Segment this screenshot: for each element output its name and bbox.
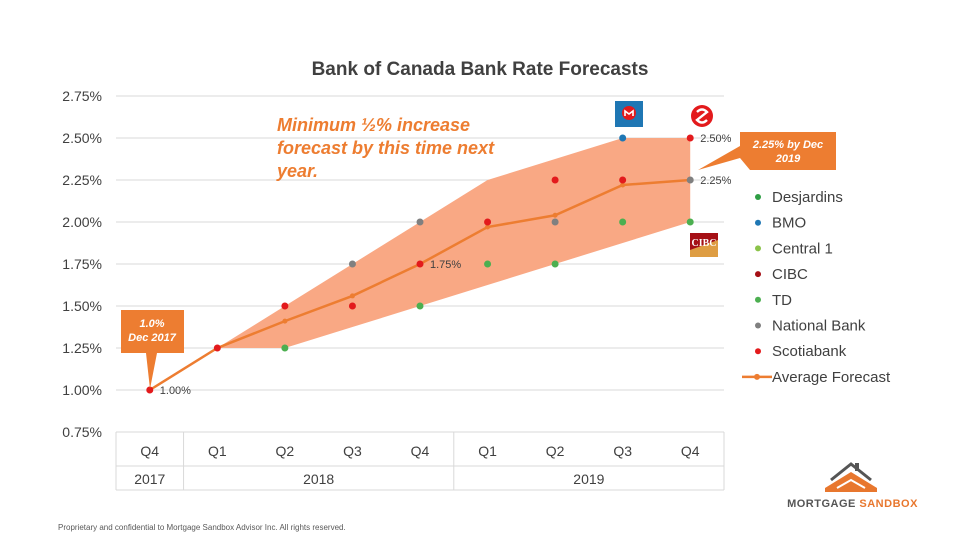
point-td [686,218,694,226]
x-tick-label: Q1 [478,443,497,459]
callout-dec-2019-line-1: 2.25% by Dec [752,139,823,151]
bank-forecast-points [146,134,694,394]
footer-disclaimer: Proprietary and confidential to Mortgage… [58,523,346,532]
legend-marker [755,271,761,278]
legend-label: Average Forecast [772,369,891,386]
brand-part-1: MORTGAGE [787,498,856,510]
data-label: 1.00% [160,385,191,397]
point-national-bank [348,260,356,268]
x-year-label: 2017 [134,471,165,487]
average-forecast-point [485,224,491,230]
y-axis: 0.75% 1.00% 1.25% 1.50% 1.75% 2.00% 2.25% 2.50%… [62,88,102,440]
point-scotiabank [686,134,694,142]
point-td [484,260,492,268]
legend-label: BMO [772,215,806,232]
callout-dec-2017-shape [121,310,184,389]
x-tick-label: Q4 [411,443,430,459]
annotation-line-1: Minimum ½% increase [277,115,470,135]
data-label: 2.50% [700,133,731,145]
legend-marker [755,348,761,355]
y-tick-label: 2.00% [62,214,102,230]
legend-label: Scotiabank [772,343,847,360]
y-tick-label: 0.75% [62,424,102,440]
y-tick-label: 2.75% [62,88,102,104]
callout-dec-2019-shape [698,132,836,170]
callout-dec-2017-line-2: Dec 2017 [128,332,177,344]
point-scotiabank [619,176,627,184]
x-tick-label: Q2 [546,443,565,459]
point-scotiabank [551,176,559,184]
annotation: Minimum ½% increase forecast by this tim… [276,115,495,181]
data-label: 2.25% [700,175,731,187]
mortgage-sandbox-logo: MORTGAGE SANDBOX [785,452,920,514]
data-labels: 1.00% 1.75% 2.50% 2.25% [160,133,732,397]
brand-name: MORTGAGE SANDBOX [785,498,920,510]
cibc-logo-text: CIBC [691,238,716,249]
x-tick-label: Q1 [208,443,227,459]
x-tick-label: Q3 [343,443,362,459]
point-national-bank [686,176,694,184]
point-national-bank [416,218,424,226]
y-tick-label: 1.75% [62,256,102,272]
legend-marker [755,194,761,200]
point-td [551,260,559,268]
cibc-logo: CIBC [690,233,718,257]
x-year-label: 2019 [573,471,604,487]
annotation-line-3: year. [276,161,318,181]
point-td [619,218,627,226]
legend-marker [755,219,761,226]
x-tick-label: Q3 [613,443,632,459]
point-scotiabank [213,344,221,352]
legend-label: National Bank [772,318,866,335]
callout-dec-2019-line-2: 2019 [775,153,801,165]
y-tick-label: 2.25% [62,172,102,188]
y-tick-label: 2.50% [62,130,102,146]
average-forecast-point [349,293,355,299]
point-scotiabank [416,260,424,268]
point-scotiabank [281,302,289,310]
bmo-logo [615,101,643,127]
callout-dec-2017-line-1: 1.0% [139,318,164,330]
point-bmo [619,134,627,142]
brand-part-2: SANDBOX [859,498,918,510]
average-forecast-point [620,182,626,188]
legend: Desjardins BMO Central 1 CIBC TD National Ban… [742,189,891,386]
data-label: 1.75% [430,259,461,271]
y-tick-label: 1.25% [62,340,102,356]
legend-label: TD [772,292,792,309]
house-icon [825,462,877,492]
legend-marker [755,245,761,252]
point-national-bank [551,218,559,226]
legend-label: Desjardins [772,189,843,206]
legend-marker [755,322,761,329]
legend-label: CIBC [772,266,808,283]
y-tick-label: 1.00% [62,382,102,398]
callout-dec-2017: 1.0% Dec 2017 [121,310,184,389]
point-scotiabank [484,218,492,226]
y-tick-label: 1.50% [62,298,102,314]
chart-title: Bank of Canada Bank Rate Forecasts [312,59,649,80]
x-tick-label: Q4 [681,443,700,459]
legend-label: Central 1 [772,240,833,257]
average-forecast-point [282,318,288,324]
point-td [416,302,424,310]
x-year-label: 2018 [303,471,334,487]
legend-marker [754,373,760,380]
x-tick-label: Q2 [276,443,295,459]
annotation-line-2: forecast by this time next [277,138,495,158]
x-tick-label: Q4 [140,443,159,459]
average-forecast-point [552,212,558,218]
point-td [281,344,289,352]
x-axis: 2017 2018 2019 Q4 Q1 Q2 Q3 Q4 Q1 Q2 Q3 Q4 [115,431,725,491]
point-scotiabank [348,302,356,310]
scotiabank-logo [691,105,713,127]
point-scotiabank [146,386,154,394]
legend-marker [755,296,761,303]
callout-dec-2019: 2.25% by Dec 2019 [698,132,836,170]
